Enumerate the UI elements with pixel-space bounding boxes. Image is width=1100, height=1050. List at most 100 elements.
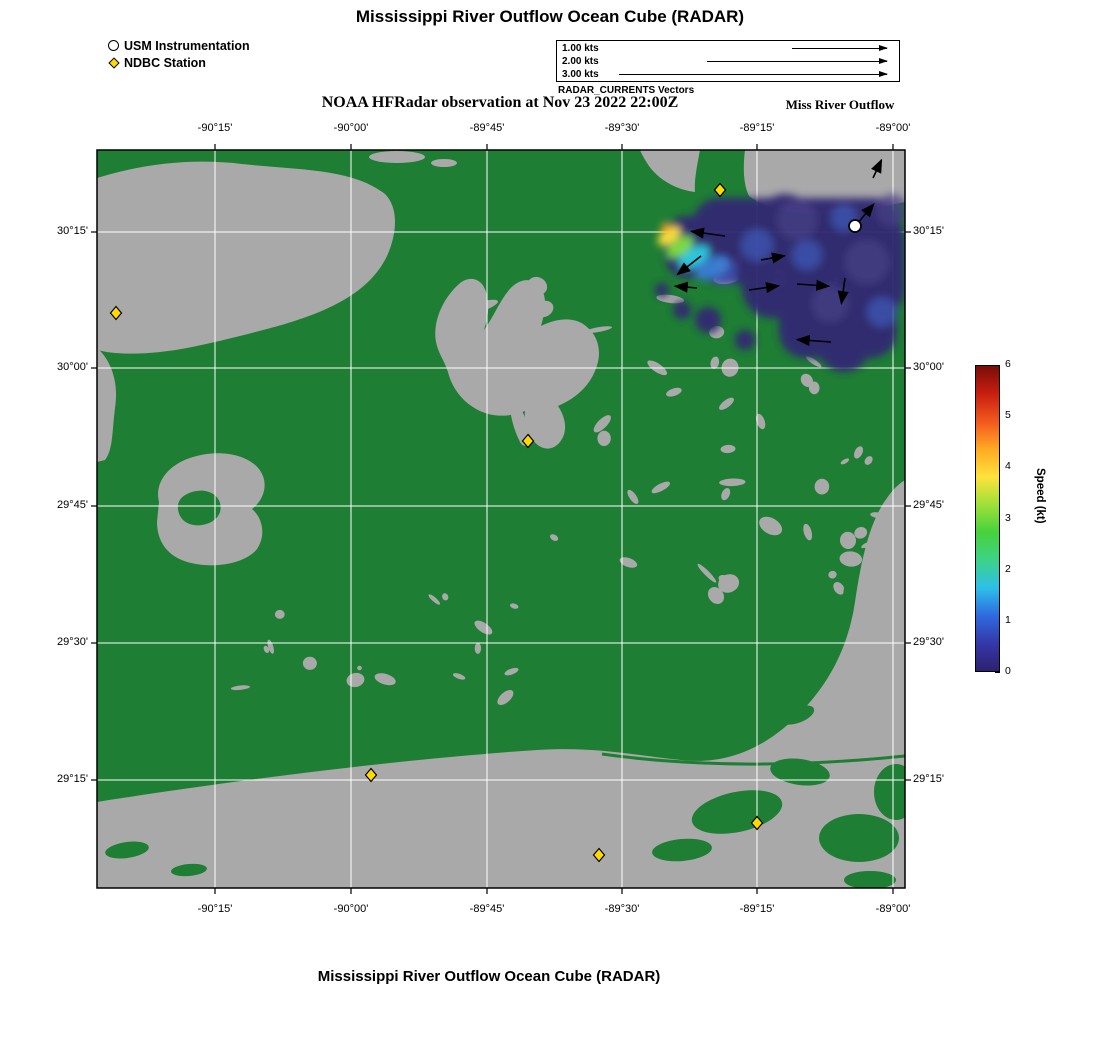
current-vector <box>837 277 849 306</box>
legend-item: NDBC Station <box>107 54 250 71</box>
delta-patch <box>770 758 830 786</box>
lon-tick-label-bottom: -90°00' <box>333 903 369 915</box>
speed-streak-blue <box>695 256 729 280</box>
axis-ticks <box>91 144 911 894</box>
current-vector <box>760 252 786 264</box>
islet <box>619 557 638 568</box>
lon-tick-label-top: -89°15' <box>739 122 775 134</box>
speed-cell <box>777 200 817 240</box>
speed-cell <box>845 240 889 284</box>
ndbc-station-marker <box>521 433 535 449</box>
ndbc-diamond-icon <box>107 56 120 69</box>
islet <box>720 444 736 454</box>
vector-scale-caption: RADAR_CURRENTS Vectors <box>558 85 695 96</box>
vector-scale-box: 1.00 kts 2.00 kts 3.00 kts <box>556 40 900 82</box>
legend-label: USM Instrumentation <box>124 38 250 53</box>
lat-tick-label-left: 29°45' <box>57 499 88 511</box>
scale-vector-line <box>619 71 888 77</box>
islet <box>839 551 863 567</box>
lon-tick-label-top: -89°00' <box>875 122 911 134</box>
islet <box>585 333 594 346</box>
lon-tick-label-bottom: -89°15' <box>739 903 775 915</box>
lat-tick-label-right: 30°00' <box>913 361 944 373</box>
map <box>91 144 911 894</box>
islet <box>853 446 864 459</box>
islet <box>710 356 720 370</box>
legend: USM Instrumentation NDBC Station <box>107 37 250 71</box>
vector-scale-row: 3.00 kts <box>557 68 899 81</box>
speed-cell <box>818 320 870 372</box>
current-vector <box>673 281 698 293</box>
lat-tick-label-right: 29°45' <box>913 499 944 511</box>
current-vector <box>856 203 875 225</box>
islet <box>442 593 449 601</box>
speed-cell <box>655 283 669 297</box>
current-vector <box>748 282 781 294</box>
islet <box>651 481 670 494</box>
islet <box>861 541 873 549</box>
lat-tick-label-right: 30°15' <box>913 225 944 237</box>
islet <box>814 478 830 495</box>
islet <box>828 570 837 579</box>
coast-patch <box>105 841 149 859</box>
colorbar-tick-label: 2 <box>1005 562 1011 575</box>
delta-patch <box>652 838 712 862</box>
land-northwest-blob <box>97 161 395 354</box>
lon-tick-label-top: -90°00' <box>333 122 369 134</box>
islet <box>697 563 717 583</box>
legend-item: USM Instrumentation <box>108 37 250 54</box>
islet <box>864 456 873 465</box>
speed-cell <box>735 330 755 350</box>
speed-cell <box>741 229 773 261</box>
lon-tick-label-bottom: -89°30' <box>604 903 640 915</box>
land-bottom-gulf <box>97 480 905 888</box>
lon-tick-label-top: -89°45' <box>469 122 505 134</box>
islet <box>759 516 783 536</box>
lat-tick-label-left: 30°15' <box>57 225 88 237</box>
delta-patch <box>819 814 899 862</box>
vector-scale-row: 1.00 kts <box>557 42 899 55</box>
islet <box>584 326 612 333</box>
islet <box>474 620 493 635</box>
islet <box>534 300 554 318</box>
land-areas <box>97 150 905 888</box>
lat-tick-label-left: 30°00' <box>57 361 88 373</box>
colorbar <box>975 365 1000 672</box>
islet <box>833 581 845 595</box>
colorbar-tick-label: 4 <box>1005 460 1011 473</box>
scale-vector-line <box>792 45 888 51</box>
lon-tick-label-top: -89°30' <box>604 122 640 134</box>
vector-scale-rows: 1.00 kts 2.00 kts 3.00 kts <box>557 42 899 81</box>
speed-cell <box>867 297 897 327</box>
lon-tick-label-bottom: -89°00' <box>875 903 911 915</box>
station-markers <box>109 182 862 863</box>
scale-vector-line <box>707 58 888 64</box>
land-center-blob <box>435 278 599 449</box>
arrowhead-icon <box>879 58 888 64</box>
scale-row-label: 3.00 kts <box>562 69 599 80</box>
speed-cell <box>792 240 822 270</box>
ndbc-station-marker <box>750 815 764 831</box>
islet <box>497 689 514 706</box>
shore-channel <box>601 752 905 766</box>
ndbc-station-marker <box>364 767 378 783</box>
islet <box>230 685 250 691</box>
current-vector <box>871 158 883 179</box>
observation-title: NOAA HFRadar observation at Nov 23 2022 … <box>321 94 679 111</box>
region-title: Miss River Outflow <box>785 97 895 112</box>
islet <box>808 381 820 395</box>
islet <box>870 512 885 519</box>
islet <box>719 478 746 487</box>
colorbar-tick-label: 3 <box>1005 511 1011 524</box>
islet <box>428 594 441 605</box>
colorbar-tick-label: 6 <box>1005 358 1011 370</box>
delta-patch <box>844 871 896 888</box>
land-sliver <box>369 151 425 163</box>
arrowhead-icon <box>879 71 888 77</box>
islet <box>274 609 285 619</box>
scale-row-label: 2.00 kts <box>562 56 599 67</box>
speed-streak-orange <box>661 223 671 233</box>
colorbar-axis-label: Speed (kt) <box>1034 468 1046 524</box>
land-west-strip <box>97 348 117 462</box>
arrowhead-icon <box>879 45 888 51</box>
